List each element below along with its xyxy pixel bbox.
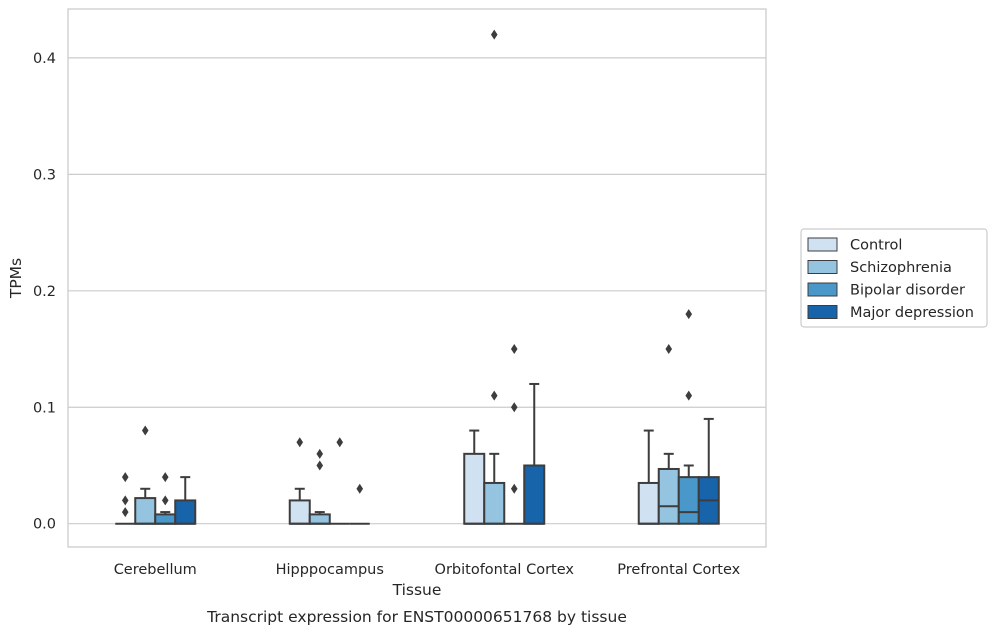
outlier-point	[161, 495, 169, 506]
box	[637, 481, 660, 525]
outlier-point	[510, 344, 518, 355]
box	[523, 464, 546, 525]
x-axis-label: Tissue	[392, 581, 442, 599]
legend-swatch	[807, 282, 838, 297]
plot-frame	[67, 8, 767, 548]
x-tick-label: Prefrontal Cortex	[617, 562, 740, 578]
outlier-point	[685, 309, 693, 320]
y-tick-label: 0.2	[33, 284, 56, 300]
x-tick-label: Cerebellum	[114, 562, 197, 578]
outlier-point	[121, 495, 129, 506]
outlier-point	[316, 460, 324, 471]
box-bipolar-disorder	[329, 437, 350, 525]
y-tick-label: 0.0	[33, 517, 56, 533]
gridlines	[68, 57, 766, 525]
outlier-point	[490, 390, 498, 401]
legend-frame	[800, 228, 988, 328]
x-tick-label: Hipppocampus	[276, 562, 384, 578]
outlier-point	[121, 472, 129, 483]
outlier-point	[356, 483, 364, 494]
box-control	[637, 429, 660, 525]
y-tick-label: 0.1	[33, 400, 56, 416]
box-control	[463, 429, 486, 525]
box-schizophrenia	[657, 344, 680, 525]
box	[174, 499, 197, 525]
box	[288, 499, 311, 525]
box-major-depression	[174, 476, 197, 525]
legend-swatch	[807, 260, 838, 274]
box	[463, 452, 486, 525]
legend-label: Major depression	[850, 305, 974, 321]
outlier-point	[141, 425, 149, 436]
box	[657, 467, 680, 525]
legend-swatch	[807, 237, 838, 252]
y-tick-labels: 0.0 0.1 0.2 0.3 0.4	[33, 51, 56, 533]
legend-label: Control	[850, 238, 902, 254]
box-plot-area	[115, 29, 720, 525]
legend-label: Bipolar disorder	[850, 283, 965, 299]
y-tick-label: 0.3	[33, 167, 56, 183]
outlier-point	[685, 390, 693, 401]
x-tick-label: Orbitofontal Cortex	[435, 562, 575, 578]
outlier-point	[510, 402, 518, 413]
legend-swatch	[807, 305, 838, 319]
box-bipolar-disorder	[504, 344, 525, 525]
x-tick-labels: Cerebellum Hipppocampus Orbitofontal Corte…	[114, 562, 741, 578]
box-bipolar-disorder	[154, 472, 177, 525]
box-schizophrenia	[308, 448, 331, 525]
box-major-depression	[349, 483, 370, 525]
outlier-point	[490, 29, 498, 40]
box	[134, 497, 157, 525]
box-schizophrenia	[134, 425, 157, 525]
outlier-point	[510, 483, 518, 494]
outlier-point	[665, 344, 673, 355]
legend: Control Schizophrenia Bipolar disorder Majo…	[800, 228, 988, 328]
outlier-point	[316, 448, 324, 459]
legend-label: Schizophrenia	[850, 260, 952, 276]
y-tick-label: 0.4	[33, 51, 56, 67]
box-major-depression	[697, 417, 720, 525]
box	[308, 513, 331, 525]
box-bipolar-disorder	[677, 309, 700, 525]
outlier-point	[336, 437, 344, 448]
chart-caption: Transcript expression for ENST0000065176…	[206, 608, 627, 626]
box	[154, 513, 177, 525]
box	[483, 481, 506, 525]
box-control	[288, 437, 311, 525]
y-axis-label: TPMs	[7, 258, 25, 299]
box-major-depression	[523, 382, 546, 525]
box-control	[115, 472, 136, 525]
box-schizophrenia	[483, 29, 506, 525]
box	[677, 476, 700, 525]
outlier-point	[161, 472, 169, 483]
outlier-point	[296, 437, 304, 448]
outlier-point	[121, 507, 129, 518]
